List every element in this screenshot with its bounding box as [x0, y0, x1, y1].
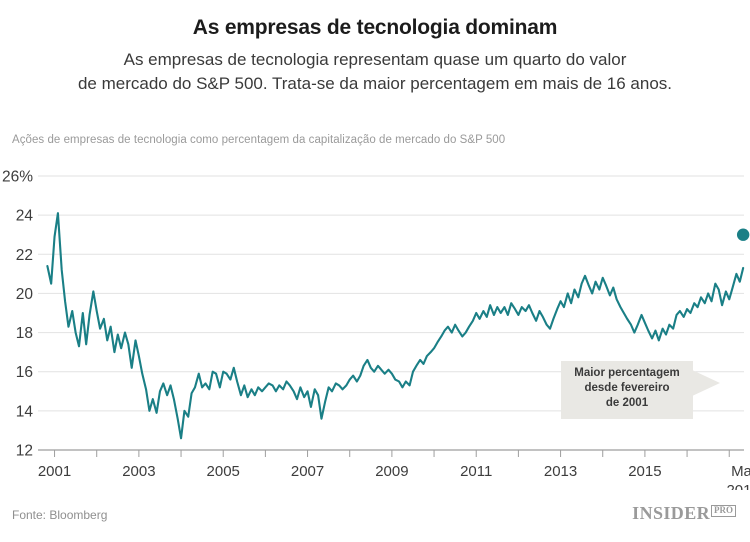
svg-text:2005: 2005 [207, 463, 240, 480]
y-axis-ticks: 12 14 16 18 20 22 24 26% [2, 169, 33, 460]
chart-annotation-callout: Maior percentagem desde fevereiro de 200… [561, 361, 693, 419]
chart-header: As empresas de tecnologia dominam As emp… [0, 0, 750, 95]
svg-text:2003: 2003 [122, 463, 155, 480]
svg-text:18: 18 [16, 325, 33, 342]
source-label: Fonte: Bloomberg [12, 508, 108, 522]
svg-text:12: 12 [16, 443, 33, 460]
callout-line-2: desde fevereiro [584, 382, 670, 395]
svg-text:2013: 2013 [544, 463, 577, 480]
chart-subtitle-line-2: de mercado do S&P 500. Trata-se da maior… [77, 73, 673, 93]
page-title: As empresas de tecnologia dominam [192, 16, 558, 39]
svg-text:2015: 2015 [628, 463, 661, 480]
chart-subtitle-line-1: As empresas de tecnologia representam qu… [123, 50, 627, 70]
svg-text:20: 20 [16, 286, 34, 303]
x-axis-ticks: 2001 2003 2005 2007 2009 2011 2013 2015 Mai 2017 [38, 450, 750, 490]
insider-pro-logo: INSIDER PRO [632, 504, 736, 522]
callout-line-1: Maior percentagem [574, 367, 680, 379]
svg-text:2007: 2007 [291, 463, 324, 480]
logo-pro-badge: PRO [711, 505, 736, 518]
svg-text:2017: 2017 [726, 482, 750, 490]
svg-text:24: 24 [16, 208, 34, 225]
svg-text:2011: 2011 [460, 463, 492, 480]
chart-subtitle: As empresas de tecnologia representam qu… [45, 48, 705, 95]
chart-axis-note: Ações de empresas de tecnologia como per… [12, 134, 506, 146]
svg-text:22: 22 [16, 247, 33, 264]
callout-pointer-icon [690, 369, 720, 397]
callout-line-3: de 2001 [605, 397, 649, 410]
endpoint-marker [736, 228, 750, 241]
logo-wordmark: INSIDER [632, 503, 710, 523]
svg-text:16: 16 [16, 364, 33, 381]
plot-area: 12 14 16 18 20 22 24 26% 2001 2003 2005 2007 2009 20… [0, 160, 750, 491]
svg-text:14: 14 [16, 403, 34, 420]
svg-text:26%: 26% [2, 169, 33, 186]
svg-text:2001: 2001 [38, 463, 71, 480]
svg-text:2009: 2009 [375, 463, 408, 480]
chart-footer: Fonte: Bloomberg INSIDER PRO [0, 496, 750, 542]
data-series-line [46, 212, 745, 440]
svg-text:Mai: Mai [731, 463, 750, 480]
